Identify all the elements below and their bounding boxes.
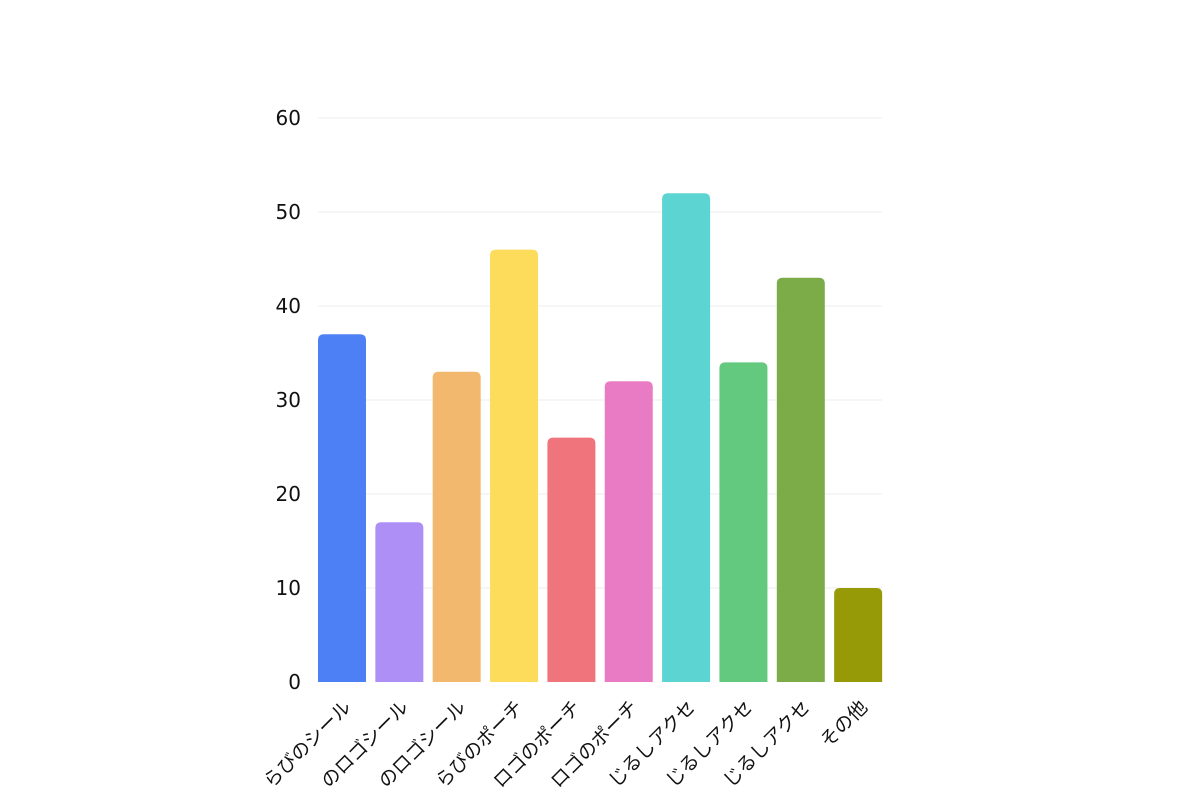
bar <box>719 362 768 682</box>
y-tick-label: 0 <box>288 670 301 694</box>
bar <box>547 437 596 682</box>
bar <box>604 381 653 682</box>
y-tick-label: 50 <box>276 200 301 224</box>
bar <box>375 522 424 682</box>
bar <box>776 277 825 682</box>
y-tick-label: 40 <box>276 294 301 318</box>
x-axis-category-labels: らびのシールのロゴシールのロゴシールらびのポーチロゴのポーチロゴのポーチじるしア… <box>260 696 872 792</box>
bar <box>490 249 539 682</box>
bar <box>318 334 366 682</box>
bar <box>662 193 711 682</box>
x-category-label: その他 <box>816 696 872 752</box>
bar <box>432 371 481 682</box>
y-tick-label: 20 <box>276 482 301 506</box>
y-tick-label: 60 <box>276 106 301 130</box>
y-tick-label: 10 <box>276 576 301 600</box>
bar <box>834 588 883 682</box>
y-axis-tick-labels: 0 10 20 30 40 50 60 <box>276 106 301 694</box>
y-tick-label: 30 <box>276 388 301 412</box>
bars <box>318 193 883 682</box>
